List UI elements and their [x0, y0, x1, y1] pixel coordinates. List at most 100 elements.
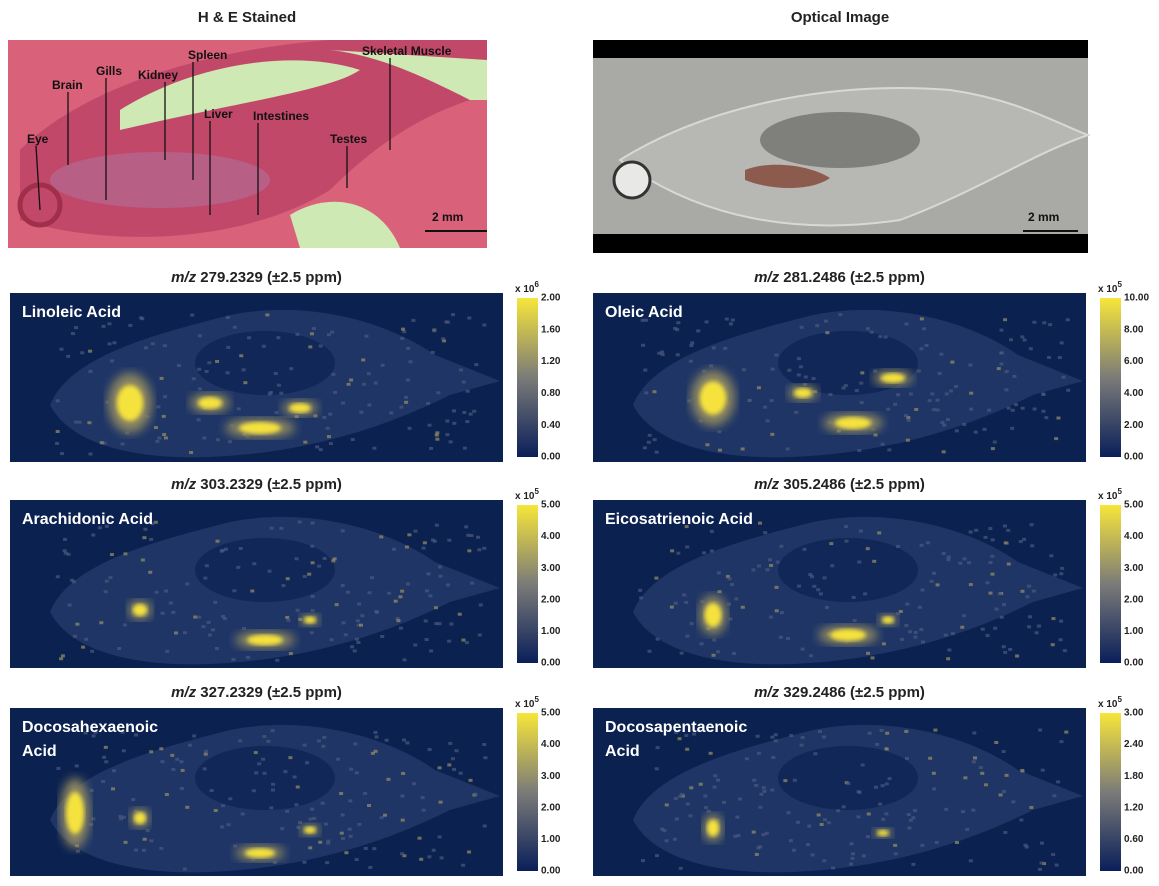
colorbar-exponent: x 105	[515, 695, 539, 710]
pixel	[121, 443, 125, 446]
pixel	[696, 329, 700, 332]
panel-title: Optical Image	[791, 9, 889, 26]
pixel	[294, 803, 298, 806]
pixel	[449, 622, 453, 625]
colorbar-tick: 0.60	[1124, 834, 1144, 845]
pixel	[909, 819, 913, 822]
pixel	[431, 351, 435, 354]
pixel	[1009, 338, 1013, 341]
colorbar-tick: 3.00	[541, 771, 561, 782]
pixel	[280, 827, 284, 830]
pixel	[1037, 625, 1041, 628]
pixel	[239, 547, 243, 550]
hotspot	[830, 629, 866, 641]
pixel	[676, 552, 680, 555]
pixel	[401, 328, 405, 331]
pixel	[849, 863, 853, 866]
colorbar	[1100, 713, 1121, 871]
pixel	[165, 650, 169, 653]
pixel	[1025, 595, 1029, 598]
pixel	[355, 771, 359, 774]
pixel	[954, 385, 958, 388]
pixel	[690, 341, 694, 344]
pixel	[906, 439, 910, 442]
pixel	[406, 583, 410, 586]
pixel	[451, 757, 455, 760]
mz-prefix: m/z	[171, 684, 197, 701]
pixel	[945, 392, 949, 395]
pixel	[896, 612, 900, 615]
pixel	[192, 377, 196, 380]
exp-power: 5	[534, 487, 539, 496]
colorbar-exponent: x 105	[1098, 487, 1122, 502]
pixel	[74, 326, 78, 329]
pixel	[275, 659, 279, 662]
pixel	[660, 828, 664, 831]
pixel	[678, 795, 682, 798]
pixel	[118, 815, 122, 818]
hotspot	[239, 422, 281, 434]
pixel	[226, 371, 230, 374]
pixel	[1002, 645, 1006, 648]
pixel	[974, 529, 978, 532]
organ-label: Eye	[27, 132, 49, 146]
pixel	[946, 418, 950, 421]
pixel	[770, 736, 774, 739]
pixel	[928, 399, 932, 402]
colorbar-tick: 2.00	[1124, 594, 1144, 605]
pixel	[89, 823, 93, 826]
pixel	[999, 329, 1003, 332]
pixel	[727, 577, 731, 580]
pixel	[438, 835, 442, 838]
pixel	[358, 823, 362, 826]
pixel	[333, 557, 337, 560]
pixel	[770, 788, 774, 791]
colorbar-tick: 0.00	[541, 452, 561, 463]
pixel	[188, 744, 192, 747]
pixel	[991, 538, 995, 541]
colorbar-tick: 0.80	[541, 388, 561, 399]
pixel	[786, 637, 790, 640]
pixel	[647, 650, 651, 653]
pixel	[163, 395, 167, 398]
pixel	[754, 784, 758, 787]
pixel	[479, 603, 483, 606]
pixel	[404, 401, 408, 404]
pixel	[949, 390, 953, 393]
pixel	[774, 354, 778, 357]
pixel	[828, 393, 832, 396]
colorbar-tick: 1.60	[541, 324, 561, 335]
pixel	[359, 624, 363, 627]
pixel	[428, 748, 432, 751]
pixel	[917, 370, 921, 373]
pixel	[355, 638, 359, 641]
pixel	[60, 452, 64, 455]
pixel	[1019, 818, 1023, 821]
pixel	[1066, 389, 1070, 392]
pixel	[197, 616, 201, 619]
organ-label: Testes	[330, 132, 367, 146]
pixel	[341, 837, 345, 840]
pixel	[881, 443, 885, 446]
pixel	[822, 736, 826, 739]
pixel	[63, 549, 67, 552]
pixel	[712, 346, 716, 349]
pixel	[102, 756, 106, 759]
pixel	[850, 842, 854, 845]
pixel	[372, 447, 376, 450]
pixel	[1041, 393, 1045, 396]
colorbar-tick: 0.00	[541, 866, 561, 877]
pixel	[792, 849, 796, 852]
pixel	[405, 545, 409, 548]
pixel	[78, 421, 82, 424]
pixel	[844, 525, 848, 528]
pixel	[993, 441, 997, 444]
pixel	[75, 623, 79, 626]
pixel	[961, 810, 965, 813]
pixel	[228, 797, 232, 800]
pixel	[932, 408, 936, 411]
pixel	[422, 547, 426, 550]
pixel	[653, 438, 657, 441]
pixel	[361, 358, 365, 361]
pixel	[655, 767, 659, 770]
